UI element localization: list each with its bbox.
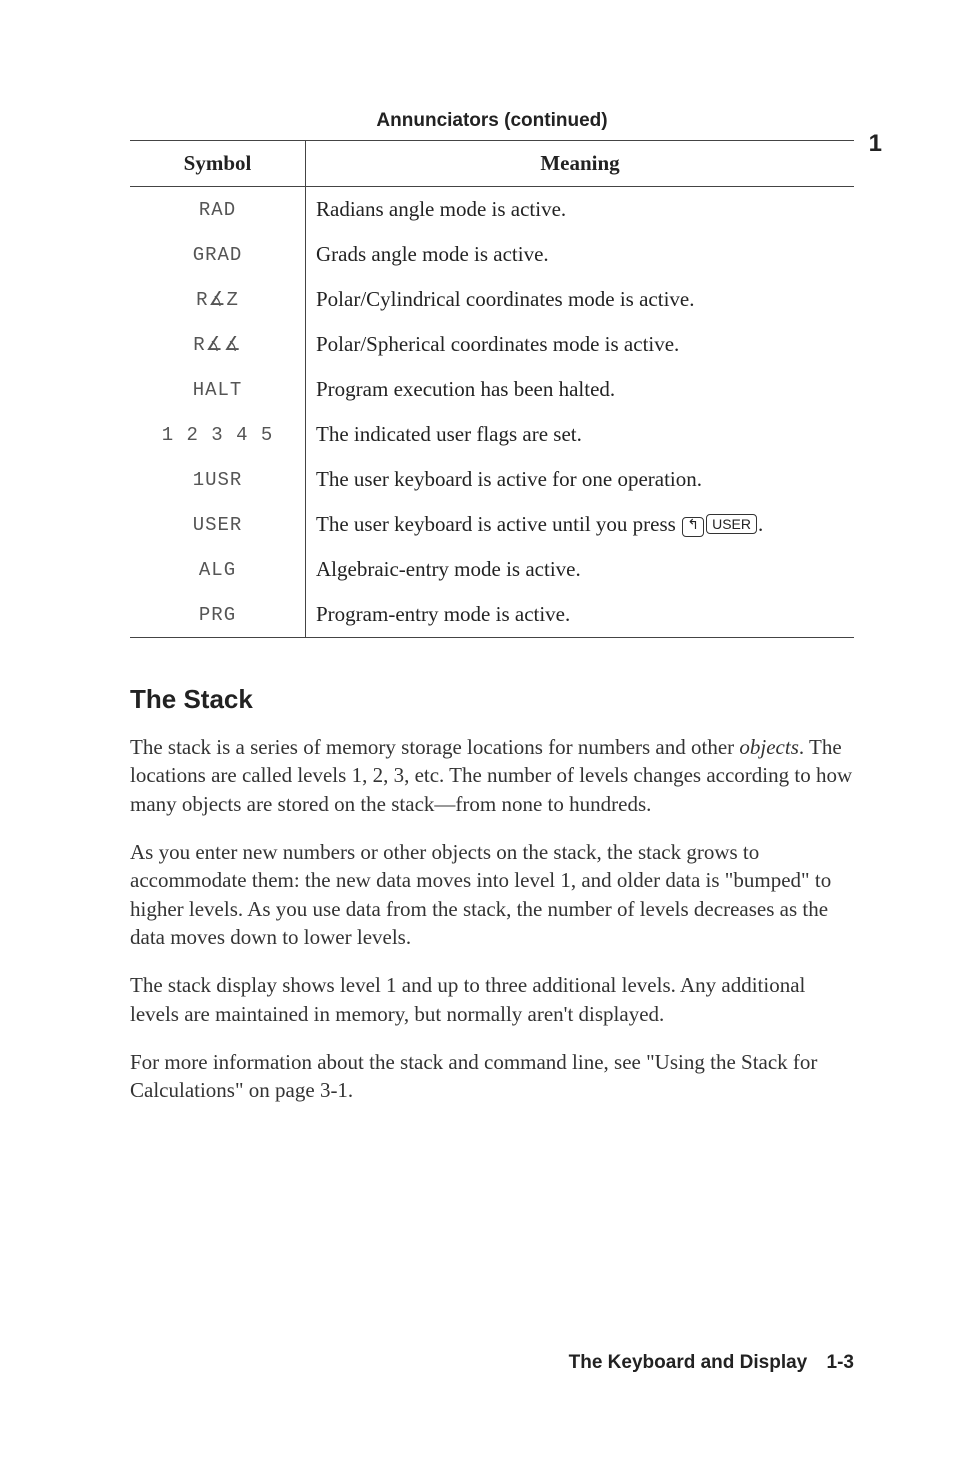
symbol-cell: HALT bbox=[130, 367, 306, 412]
table-row: R∡∡ Polar/Spherical coordinates mode is … bbox=[130, 322, 854, 367]
section-heading: The Stack bbox=[130, 684, 854, 715]
symbol-cell: RAD bbox=[130, 187, 306, 233]
symbol-cell: R∡∡ bbox=[130, 322, 306, 367]
page: 1 Annunciators (continued) Symbol Meanin… bbox=[0, 0, 954, 1464]
left-shift-key-icon: ↰ bbox=[682, 517, 704, 537]
user-key-icon: USER bbox=[706, 514, 757, 534]
page-footer: The Keyboard and Display 1-3 bbox=[569, 1352, 854, 1374]
paragraph: As you enter new numbers or other object… bbox=[130, 838, 854, 951]
meaning-cell: Polar/Spherical coordinates mode is acti… bbox=[306, 322, 855, 367]
table-row: 1 2 3 4 5 The indicated user flags are s… bbox=[130, 412, 854, 457]
meaning-cell: Program-entry mode is active. bbox=[306, 592, 855, 638]
para-text: The stack is a series of memory storage … bbox=[130, 735, 739, 759]
table-header-row: Symbol Meaning bbox=[130, 141, 854, 187]
symbol-cell: 1USR bbox=[130, 457, 306, 502]
chapter-number: 1 bbox=[869, 130, 882, 158]
table-row: PRG Program-entry mode is active. bbox=[130, 592, 854, 638]
footer-page-number: 1-3 bbox=[827, 1352, 854, 1373]
table-row: RAD Radians angle mode is active. bbox=[130, 187, 854, 233]
col-header-meaning: Meaning bbox=[306, 141, 855, 187]
meaning-text: The user keyboard is active until you pr… bbox=[316, 512, 681, 536]
paragraph: The stack is a series of memory storage … bbox=[130, 733, 854, 818]
paragraph: The stack display shows level 1 and up t… bbox=[130, 971, 854, 1028]
paragraph: For more information about the stack and… bbox=[130, 1048, 854, 1105]
table-row: R∡Z Polar/Cylindrical coordinates mode i… bbox=[130, 277, 854, 322]
table-row: HALT Program execution has been halted. bbox=[130, 367, 854, 412]
symbol-cell: USER bbox=[130, 502, 306, 547]
symbol-cell: R∡Z bbox=[130, 277, 306, 322]
col-header-symbol: Symbol bbox=[130, 141, 306, 187]
meaning-cell: Polar/Cylindrical coordinates mode is ac… bbox=[306, 277, 855, 322]
symbol-cell: ALG bbox=[130, 547, 306, 592]
table-row: USER The user keyboard is active until y… bbox=[130, 502, 854, 547]
meaning-cell: The user keyboard is active for one oper… bbox=[306, 457, 855, 502]
table-row: ALG Algebraic-entry mode is active. bbox=[130, 547, 854, 592]
symbol-cell: PRG bbox=[130, 592, 306, 638]
table-row: GRAD Grads angle mode is active. bbox=[130, 232, 854, 277]
para-em: objects bbox=[739, 735, 798, 759]
meaning-cell: The indicated user flags are set. bbox=[306, 412, 855, 457]
table-title: Annunciators (continued) bbox=[130, 110, 854, 132]
annunciators-table: Symbol Meaning RAD Radians angle mode is… bbox=[130, 140, 854, 638]
meaning-cell: Grads angle mode is active. bbox=[306, 232, 855, 277]
footer-title: The Keyboard and Display bbox=[569, 1352, 808, 1373]
symbol-cell: 1 2 3 4 5 bbox=[130, 412, 306, 457]
meaning-text-suffix: . bbox=[758, 512, 763, 536]
meaning-cell: The user keyboard is active until you pr… bbox=[306, 502, 855, 547]
meaning-cell: Algebraic-entry mode is active. bbox=[306, 547, 855, 592]
meaning-cell: Program execution has been halted. bbox=[306, 367, 855, 412]
table-row: 1USR The user keyboard is active for one… bbox=[130, 457, 854, 502]
symbol-cell: GRAD bbox=[130, 232, 306, 277]
meaning-cell: Radians angle mode is active. bbox=[306, 187, 855, 233]
